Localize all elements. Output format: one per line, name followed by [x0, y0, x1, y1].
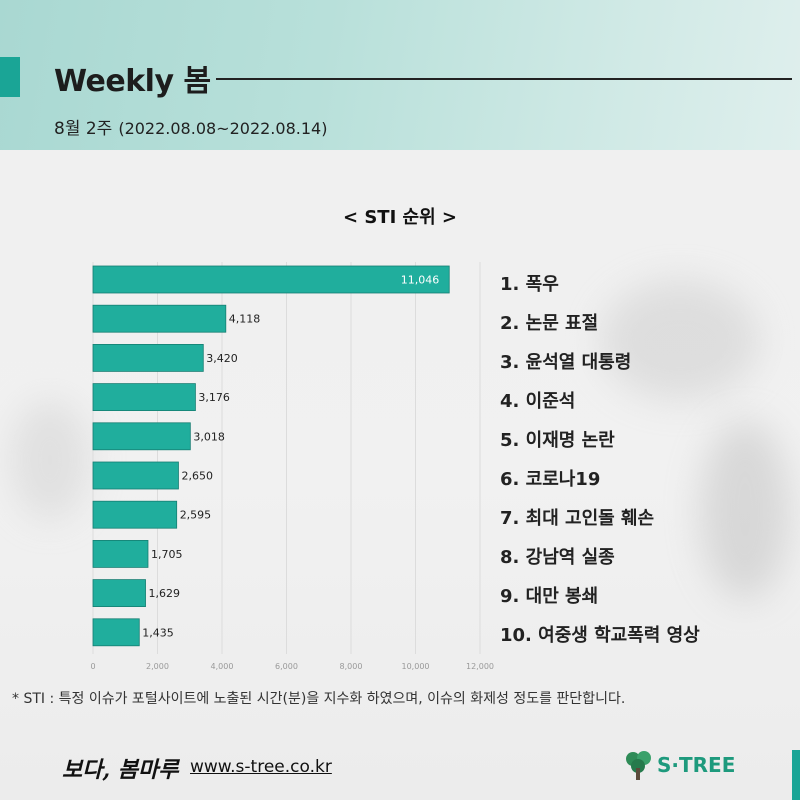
x-tick-label: 8,000 — [340, 662, 363, 671]
legend-item: 1. 폭우 — [500, 274, 559, 295]
week-subtitle: 8월 2주 (2022.08.08~2022.08.14) — [54, 114, 327, 139]
bar — [92, 540, 149, 568]
legend-item: 4. 이준석 — [500, 391, 576, 412]
legend-item: 2. 논문 표절 — [500, 313, 599, 334]
bar — [92, 579, 146, 607]
bar-value-label: 1,435 — [142, 626, 174, 639]
signature-logo: 보다, 봄마루 — [62, 757, 179, 783]
bar — [92, 422, 191, 451]
bar-value-label: 11,046 — [401, 274, 440, 287]
x-tick-label: 10,000 — [402, 662, 430, 671]
chart-title: < STI 순위 > — [342, 207, 458, 228]
title-divider — [216, 78, 792, 80]
legend-item: 3. 윤석열 대통령 — [500, 352, 632, 373]
x-tick-label: 6,000 — [275, 662, 298, 671]
week-label: 8월 2주 — [54, 119, 113, 139]
background-blur — [700, 420, 790, 600]
accent-bar — [792, 750, 800, 800]
bar-value-label: 1,629 — [149, 587, 181, 600]
date-range: (2022.08.08~2022.08.14) — [118, 119, 328, 138]
legend-item: 8. 강남역 실종 — [500, 547, 615, 568]
bar-value-label: 1,705 — [151, 548, 183, 561]
bar-value-label: 3,420 — [206, 352, 238, 365]
bar-value-label: 2,650 — [181, 470, 213, 483]
legend-item: 10. 여중생 학교폭력 영상 — [500, 625, 700, 646]
bar — [92, 265, 450, 294]
x-tick-label: 0 — [90, 662, 95, 671]
tree-icon — [626, 751, 651, 780]
page-title: Weekly 봄 — [54, 64, 211, 99]
x-tick-label: 4,000 — [211, 662, 234, 671]
accent-bar — [0, 57, 20, 97]
bar — [92, 304, 227, 333]
bar-value-label: 4,118 — [229, 313, 260, 326]
website-link[interactable]: www.s-tree.co.kr — [190, 757, 332, 777]
x-tick-label: 12,000 — [466, 662, 494, 671]
x-tick-label: 2,000 — [146, 662, 169, 671]
bar-value-label: 2,595 — [180, 509, 212, 522]
bar-value-label: 3,176 — [198, 391, 230, 404]
legend-item: 5. 이재명 논란 — [500, 430, 615, 451]
sti-bar-chart: 0 2,000 4,000 6,000 8,000 10,000 12,000 11,046 4… — [90, 262, 494, 671]
legend-item: 7. 최대 고인돌 훼손 — [500, 508, 655, 529]
bar — [92, 383, 196, 412]
bar — [92, 343, 204, 372]
background-blur — [10, 400, 90, 520]
bar — [92, 618, 140, 647]
background-blur — [600, 280, 760, 400]
bar-value-label: 3,018 — [193, 430, 225, 443]
bar — [92, 500, 178, 529]
bar — [92, 461, 179, 490]
header-banner — [0, 0, 800, 150]
legend-item: 9. 대만 봉쇄 — [500, 586, 599, 607]
brand-logo-text: S·TREE — [657, 753, 736, 777]
sti-footnote: * STI : 특정 이슈가 포털사이트에 노출된 시간(분)을 지수화 하였으… — [12, 691, 626, 707]
legend-item: 6. 코로나19 — [500, 469, 601, 490]
